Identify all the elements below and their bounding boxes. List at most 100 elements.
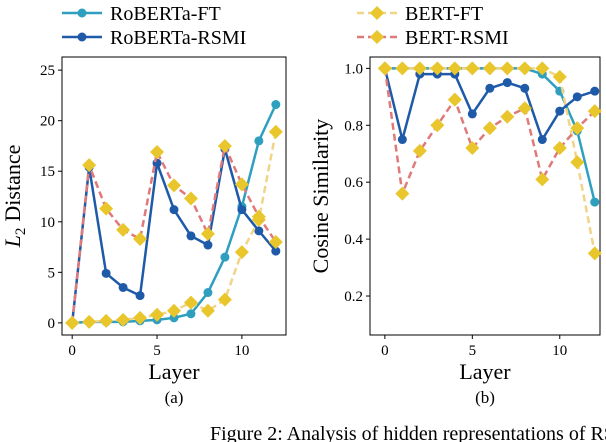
data-point	[217, 292, 232, 307]
data-point	[271, 246, 281, 256]
data-point	[254, 136, 264, 146]
plot-area	[61, 56, 287, 336]
y-tick-label: 20	[40, 114, 55, 130]
series-line	[70, 148, 277, 324]
data-point	[150, 307, 165, 322]
data-point	[520, 83, 530, 93]
data-point	[552, 141, 567, 156]
data-point	[587, 104, 602, 119]
data-point	[535, 61, 550, 76]
x-tick-label: 0	[68, 343, 76, 359]
data-point	[169, 205, 179, 215]
data-point	[116, 312, 131, 327]
data-point	[517, 61, 532, 76]
data-point	[500, 61, 515, 76]
y-tick-label: 15	[40, 164, 55, 180]
y-tick-label: 10	[40, 215, 55, 231]
data-point	[552, 69, 567, 84]
data-point	[65, 315, 80, 330]
data-point	[186, 309, 196, 319]
x-axis-label: Layer	[148, 359, 200, 384]
data-point	[169, 313, 179, 323]
x-tick-label: 5	[153, 343, 161, 359]
data-point	[467, 109, 477, 119]
data-point	[99, 201, 114, 216]
data-point	[572, 92, 582, 102]
y-tick-label: 0	[48, 316, 56, 332]
plot-area	[369, 56, 601, 336]
data-point	[430, 61, 445, 76]
data-point	[82, 314, 97, 329]
series-line	[70, 141, 277, 324]
data-point	[517, 101, 532, 116]
y-tick-label: 5	[48, 265, 56, 281]
data-point	[133, 231, 148, 246]
y-axis-label-text: Distance	[0, 145, 25, 222]
y-axis-label: Cosine Similarity	[308, 119, 333, 274]
x-tick-label: 10	[552, 343, 567, 359]
data-point	[82, 158, 97, 173]
y-axis-label-symbol: L	[0, 235, 25, 248]
legend-marker	[370, 6, 384, 20]
legend-label: BERT-RSMI	[405, 27, 509, 49]
data-point	[183, 295, 198, 310]
data-point	[234, 177, 249, 192]
data-point	[254, 226, 264, 236]
data-point	[200, 226, 215, 241]
data-point	[133, 310, 148, 325]
data-point	[412, 143, 427, 158]
legend-label: RoBERTa-FT	[110, 3, 221, 25]
y-tick-label: 0.6	[344, 175, 363, 191]
x-tick-label: 5	[469, 343, 477, 359]
data-point	[271, 100, 281, 110]
figure-caption: Figure 2: Analysis of hidden representat…	[210, 423, 606, 442]
data-point	[101, 268, 111, 278]
y-axis-label: L2 Distance	[0, 145, 29, 249]
data-point	[377, 61, 392, 76]
x-axis-label: Layer	[459, 359, 511, 384]
data-point	[167, 178, 181, 193]
y-tick-label: 25	[40, 63, 55, 79]
data-point	[135, 291, 145, 301]
data-point	[465, 61, 480, 76]
y-tick-label: 1.0	[344, 61, 363, 77]
data-point	[412, 61, 427, 76]
legend-label: BERT-FT	[405, 3, 483, 25]
data-point	[570, 121, 585, 136]
data-point	[502, 78, 512, 88]
data-point	[183, 191, 198, 206]
legend-marker	[370, 30, 384, 44]
data-point	[485, 83, 495, 93]
data-point	[118, 282, 128, 292]
data-point	[447, 92, 462, 107]
data-point	[500, 109, 515, 124]
y-axis-label-subscript: 2	[13, 228, 29, 236]
data-point	[217, 138, 232, 153]
data-point	[99, 313, 114, 328]
data-point	[590, 197, 600, 207]
subfigure-caption: (a)	[165, 388, 184, 407]
data-point	[395, 61, 410, 76]
data-point	[395, 186, 410, 201]
data-point	[203, 240, 213, 250]
data-point	[537, 135, 547, 145]
legend-marker	[77, 32, 87, 42]
data-point	[268, 234, 283, 249]
data-point	[220, 252, 230, 262]
data-point	[203, 288, 213, 298]
data-point	[234, 245, 249, 260]
data-point	[167, 303, 181, 318]
data-point	[587, 246, 602, 261]
legend-label: RoBERTa-RSMI	[110, 27, 246, 49]
x-tick-label: 0	[381, 343, 389, 359]
data-point	[237, 205, 247, 215]
data-point	[590, 86, 600, 96]
data-point	[570, 155, 585, 170]
y-tick-label: 0.2	[344, 289, 363, 305]
data-point	[535, 172, 550, 187]
y-tick-label: 0.8	[344, 118, 363, 134]
y-axis-label-text: Cosine Similarity	[308, 119, 333, 274]
data-point	[251, 209, 266, 224]
subfigure-caption: (b)	[475, 388, 495, 407]
